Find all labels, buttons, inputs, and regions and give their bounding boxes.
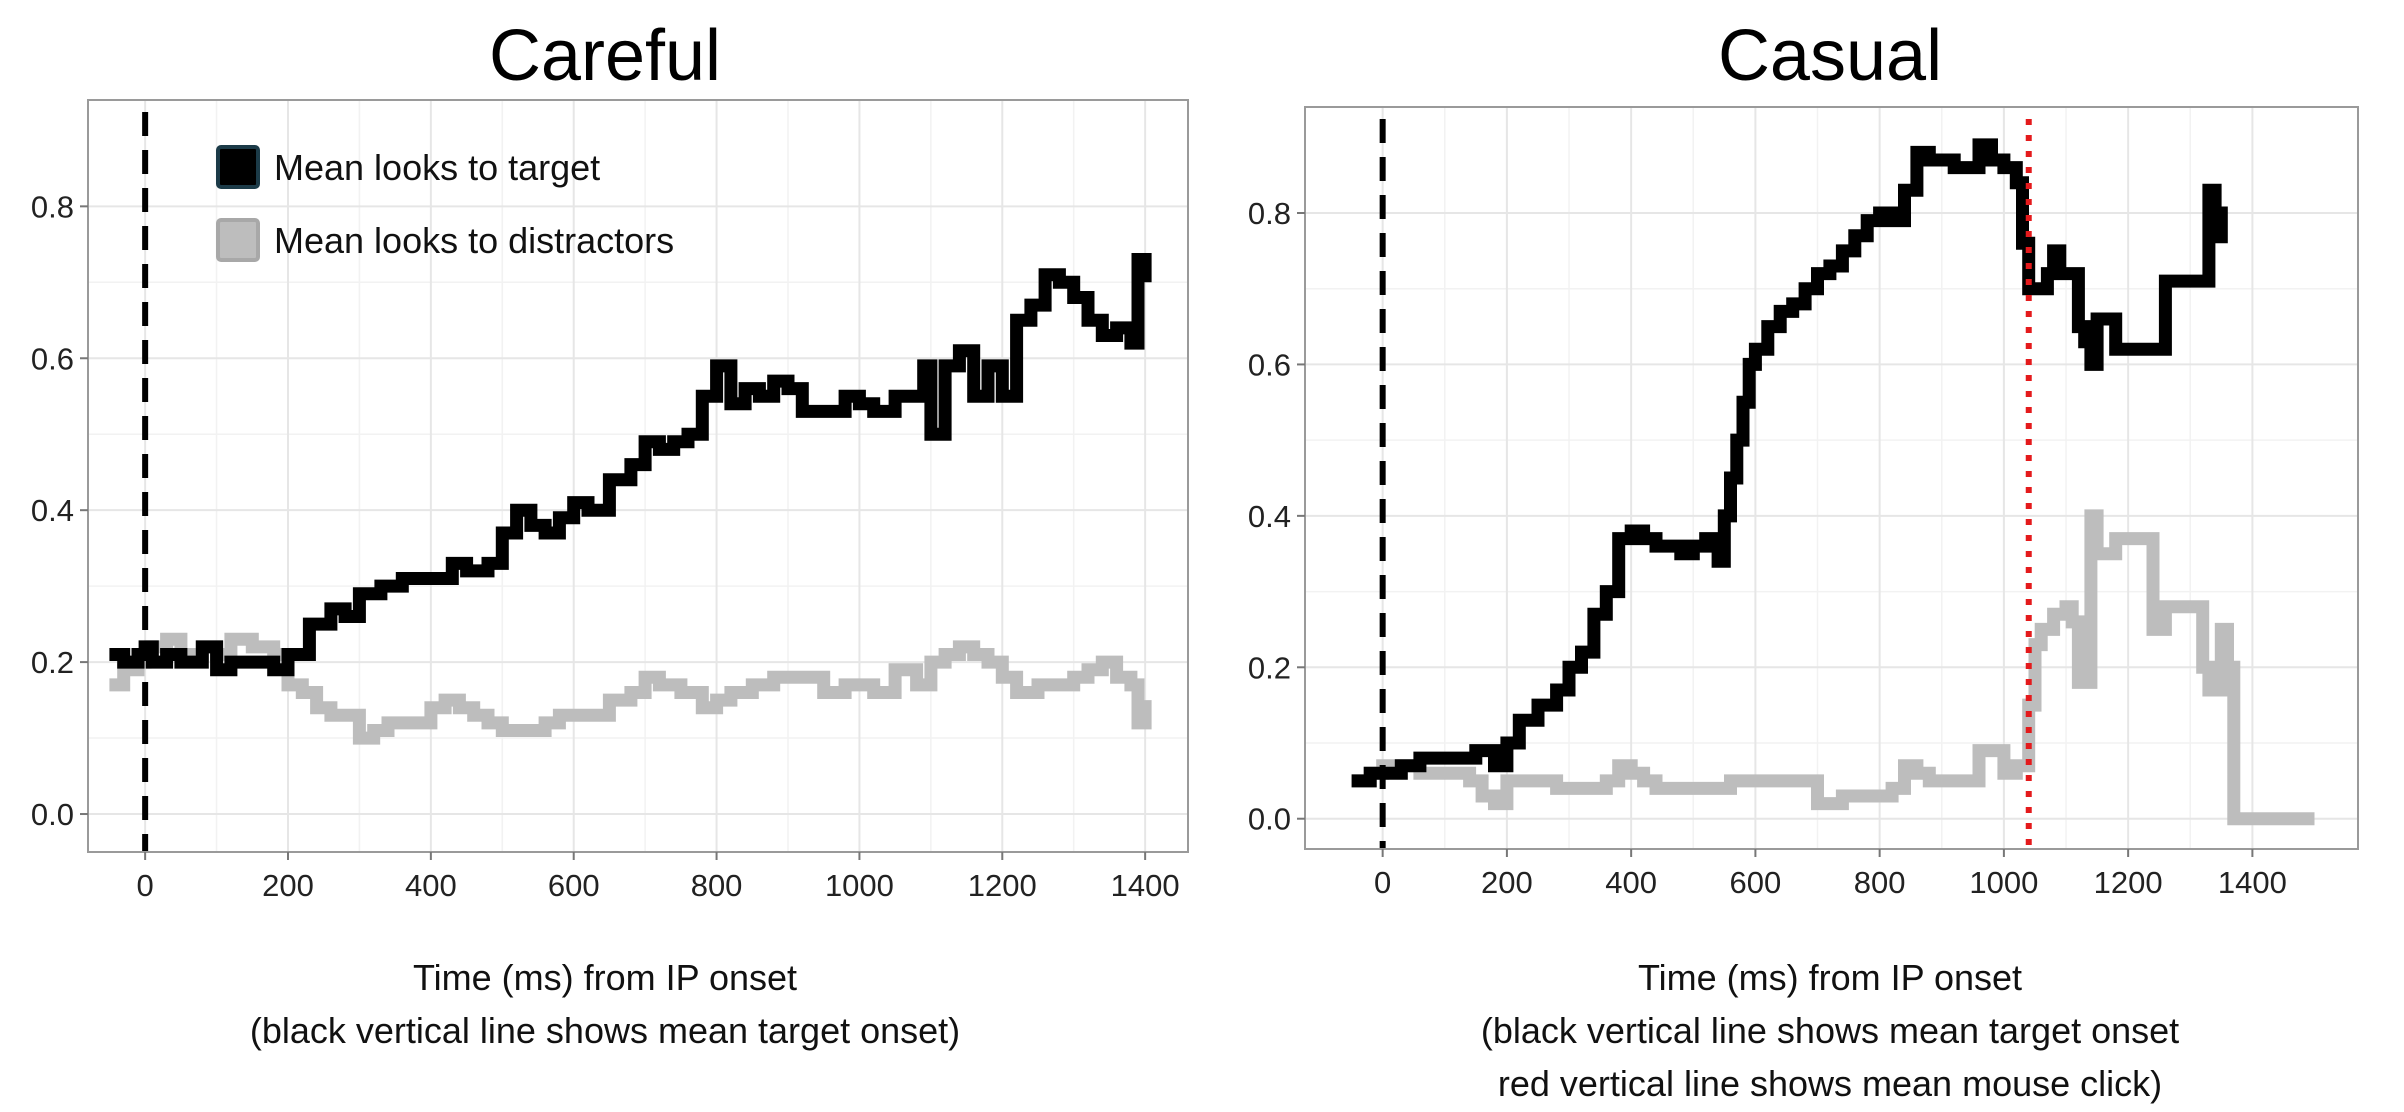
distractor-line bbox=[1351, 509, 2315, 826]
casual-plot-border bbox=[1304, 106, 2359, 850]
y-tick-label: 0.0 bbox=[1248, 802, 1291, 837]
y-tick-label: 0.4 bbox=[1248, 499, 1291, 534]
x-tick-label: 1400 bbox=[1111, 868, 1180, 903]
x-tick-label: 200 bbox=[262, 868, 314, 903]
casual-series bbox=[1351, 138, 2315, 826]
x-tick-label: 600 bbox=[1730, 865, 1782, 900]
x-tick-label: 800 bbox=[691, 868, 743, 903]
x-tick-label: 800 bbox=[1854, 865, 1906, 900]
casual-panel: Casual 0 200 400 600 800 1000 1200 1400 0.0 0.2 0.… bbox=[1248, 16, 2359, 1104]
y-tick-label: 0.2 bbox=[1248, 650, 1291, 685]
x-tick-label: 1200 bbox=[2094, 865, 2163, 900]
casual-xlabel-line3: red vertical line shows mean mouse click… bbox=[1498, 1063, 2162, 1104]
target-line bbox=[109, 253, 1152, 677]
careful-ticks: 0 200 400 600 800 1000 1200 1400 0.0 0.2 0.4 0.6 0.8 bbox=[31, 189, 1180, 903]
careful-panel: Careful 0 200 400 600 800 1000 1200 14000.00.20… bbox=[31, 16, 1189, 1051]
casual-grid bbox=[1305, 107, 2358, 849]
x-tick-label: 600 bbox=[548, 868, 600, 903]
legend: Mean looks to target Mean looks to distr… bbox=[216, 145, 674, 262]
x-tick-label: 0 bbox=[1374, 865, 1391, 900]
x-tick-label: 200 bbox=[1481, 865, 1533, 900]
casual-vlines bbox=[1379, 119, 2032, 849]
y-tick-label: 0.2 bbox=[31, 645, 74, 680]
casual-xlabel-line2: (black vertical line shows mean target o… bbox=[1481, 1010, 2179, 1051]
careful-plot-border bbox=[87, 99, 1189, 853]
legend-distractor-label: Mean looks to distractors bbox=[274, 220, 674, 261]
careful-grid bbox=[88, 100, 1188, 852]
distractor-line bbox=[109, 632, 1152, 745]
x-tick-label: 1000 bbox=[825, 868, 894, 903]
casual-title: Casual bbox=[1718, 16, 1942, 96]
careful-xlabel-line2: (black vertical line shows mean target o… bbox=[250, 1010, 960, 1051]
x-tick-label: 0 bbox=[137, 868, 154, 903]
x-tick-label: 1200 bbox=[968, 868, 1037, 903]
x-tick-label: 1400 bbox=[2218, 865, 2287, 900]
careful-series bbox=[109, 253, 1152, 745]
y-tick-label: 0.8 bbox=[31, 189, 74, 224]
x-tick-label: 400 bbox=[405, 868, 457, 903]
y-tick-label: 0.6 bbox=[1248, 347, 1291, 382]
target-line bbox=[1351, 138, 2228, 788]
y-tick-label: 0.6 bbox=[31, 341, 74, 376]
y-tick-label: 0.0 bbox=[31, 797, 74, 832]
legend-distractor-swatch bbox=[216, 218, 260, 262]
legend-target-label: Mean looks to target bbox=[274, 147, 600, 188]
casual-ticks: 0 200 400 600 800 1000 1200 1400 0.0 0.2 0.4 0.6 0.8 bbox=[1248, 196, 2287, 900]
y-tick-label: 0.8 bbox=[1248, 196, 1291, 231]
casual-xlabel-line1: Time (ms) from IP onset bbox=[1638, 957, 2022, 998]
x-tick-label: 400 bbox=[1605, 865, 1657, 900]
careful-xlabel-line1: Time (ms) from IP onset bbox=[413, 957, 797, 998]
y-tick-label: 0.4 bbox=[31, 493, 74, 528]
x-tick-label: 1000 bbox=[1969, 865, 2038, 900]
careful-title: Careful bbox=[489, 16, 721, 96]
legend-target-swatch bbox=[216, 145, 260, 189]
